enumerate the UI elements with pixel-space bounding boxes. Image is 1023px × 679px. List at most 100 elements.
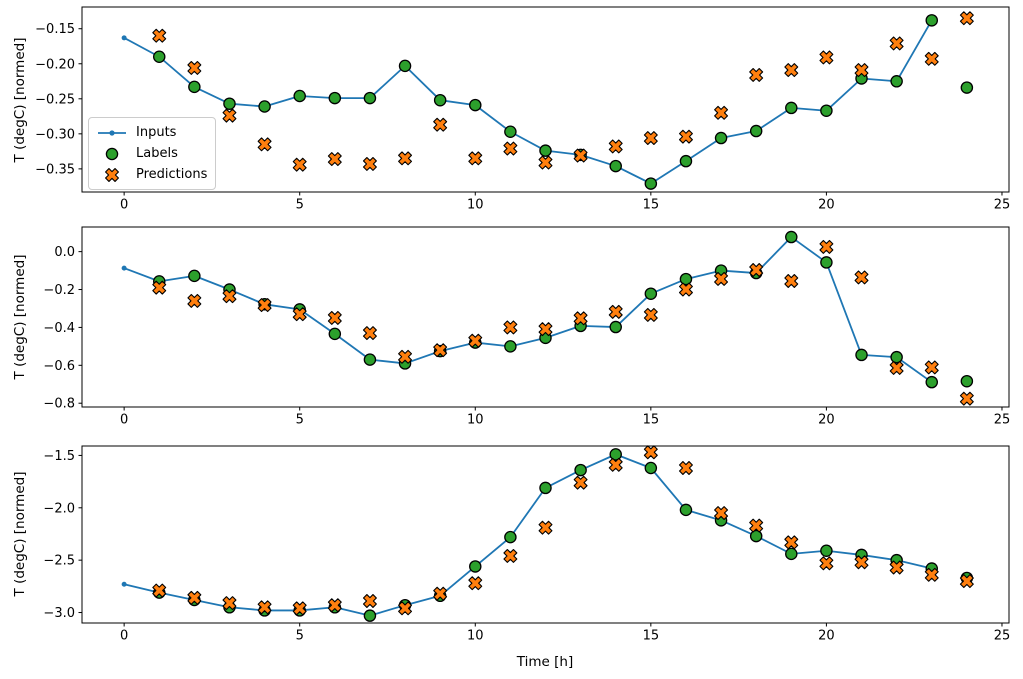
label-marker (749, 124, 763, 138)
prediction-marker (468, 576, 483, 591)
y-axis-label-top: T (degC) [normed] (12, 37, 28, 163)
label-marker (890, 75, 903, 88)
prediction-marker (222, 289, 237, 304)
prediction-marker (503, 548, 518, 563)
prediction-marker (257, 298, 272, 313)
prediction-marker (678, 129, 693, 144)
prediction-marker (327, 152, 342, 167)
prediction-marker (678, 461, 693, 475)
prediction-marker (643, 445, 658, 460)
label-marker (539, 144, 552, 157)
prediction-marker (503, 141, 518, 156)
label-marker (925, 375, 939, 389)
y-tick-label: −0.4 (43, 321, 75, 336)
label-marker (258, 100, 271, 113)
label-marker (363, 91, 377, 105)
axes-frame (81, 445, 1010, 624)
prediction-marker (362, 594, 377, 608)
inputs-line (123, 453, 933, 617)
prediction-marker (608, 139, 623, 154)
x-tick-label: 15 (643, 198, 660, 213)
label-marker (539, 481, 552, 495)
prediction-marker (643, 307, 658, 322)
prediction-marker (222, 108, 237, 123)
prediction-marker (714, 271, 729, 286)
label-marker (960, 374, 974, 388)
legend-label-labels: Labels (136, 146, 178, 161)
legend-dot-sample (109, 129, 115, 136)
legend-circle-sample (105, 147, 119, 160)
prediction-marker (187, 60, 202, 75)
legend-label-predictions: Predictions (136, 167, 208, 182)
label-marker (785, 101, 798, 115)
prediction-marker (889, 560, 904, 575)
x-tick-label: 20 (818, 413, 835, 428)
prediction-marker (152, 280, 167, 295)
prediction-marker (784, 535, 799, 550)
y-tick-label: −3.0 (43, 606, 75, 621)
prediction-marker (924, 567, 939, 582)
label-marker (328, 91, 342, 105)
label-marker (714, 131, 728, 145)
x-tick-label: 15 (643, 413, 660, 428)
prediction-marker (924, 360, 939, 375)
label-marker (469, 560, 482, 573)
label-marker (960, 81, 974, 94)
subplot-middle: 0 5 10 15 20 25 0.0 −0.2 −0.4 −0.6 −0.8 (43, 226, 1010, 428)
prediction-marker (573, 475, 588, 490)
legend-item-inputs: Inputs (96, 123, 206, 142)
prediction-marker (503, 320, 518, 335)
legend-x-sample (105, 167, 119, 182)
prediction-marker (714, 105, 729, 120)
prediction-marker (222, 596, 237, 611)
prediction-marker (854, 63, 869, 78)
prediction-marker (714, 506, 729, 521)
prediction-marker (433, 117, 448, 132)
prediction-marker (959, 391, 974, 406)
label-marker (504, 530, 517, 544)
x-tick-label: 20 (818, 198, 835, 213)
prediction-marker (398, 601, 413, 616)
y-tick-label: 0.0 (54, 245, 75, 260)
prediction-marker (784, 274, 799, 288)
prediction-marker (292, 157, 307, 172)
x-tick-label: 10 (467, 629, 484, 644)
y-tick-label: −0.2 (43, 283, 75, 298)
prediction-marker (819, 556, 834, 571)
x-tick-label: 5 (296, 413, 304, 428)
subplot-bottom: 0 5 10 15 20 25 −1.5 −2.0 −2.5 −3.0 (43, 445, 1011, 644)
x-tick-label: 0 (120, 198, 128, 213)
label-marker (679, 272, 693, 286)
prediction-marker (924, 51, 939, 66)
prediction-marker (362, 326, 377, 341)
label-marker (609, 159, 622, 173)
input-marker (121, 35, 127, 41)
x-tick-label: 25 (994, 629, 1011, 644)
inputs-line (123, 19, 933, 185)
legend-item-predictions: Predictions (96, 165, 208, 184)
predictions-x-icon (105, 167, 119, 182)
label-marker (644, 461, 658, 475)
prediction-marker (749, 67, 764, 82)
label-marker (469, 98, 482, 112)
y-tick-label: −0.35 (35, 162, 75, 177)
prediction-marker (257, 600, 272, 615)
label-marker (855, 348, 868, 362)
y-tick-label: −0.25 (35, 92, 75, 107)
label-marker (328, 327, 342, 341)
prediction-marker (152, 583, 167, 598)
x-tick-label: 25 (994, 198, 1011, 213)
label-marker (609, 448, 622, 461)
x-tick-label: 10 (467, 413, 484, 428)
prediction-marker (959, 574, 974, 589)
label-marker (188, 80, 201, 94)
label-marker (152, 50, 166, 64)
label-marker (223, 97, 236, 110)
label-marker (679, 503, 693, 517)
y-tick-label: −0.20 (35, 57, 75, 72)
label-marker (820, 104, 833, 117)
prediction-marker (608, 304, 623, 319)
label-marker (609, 320, 622, 334)
label-marker (820, 256, 833, 269)
